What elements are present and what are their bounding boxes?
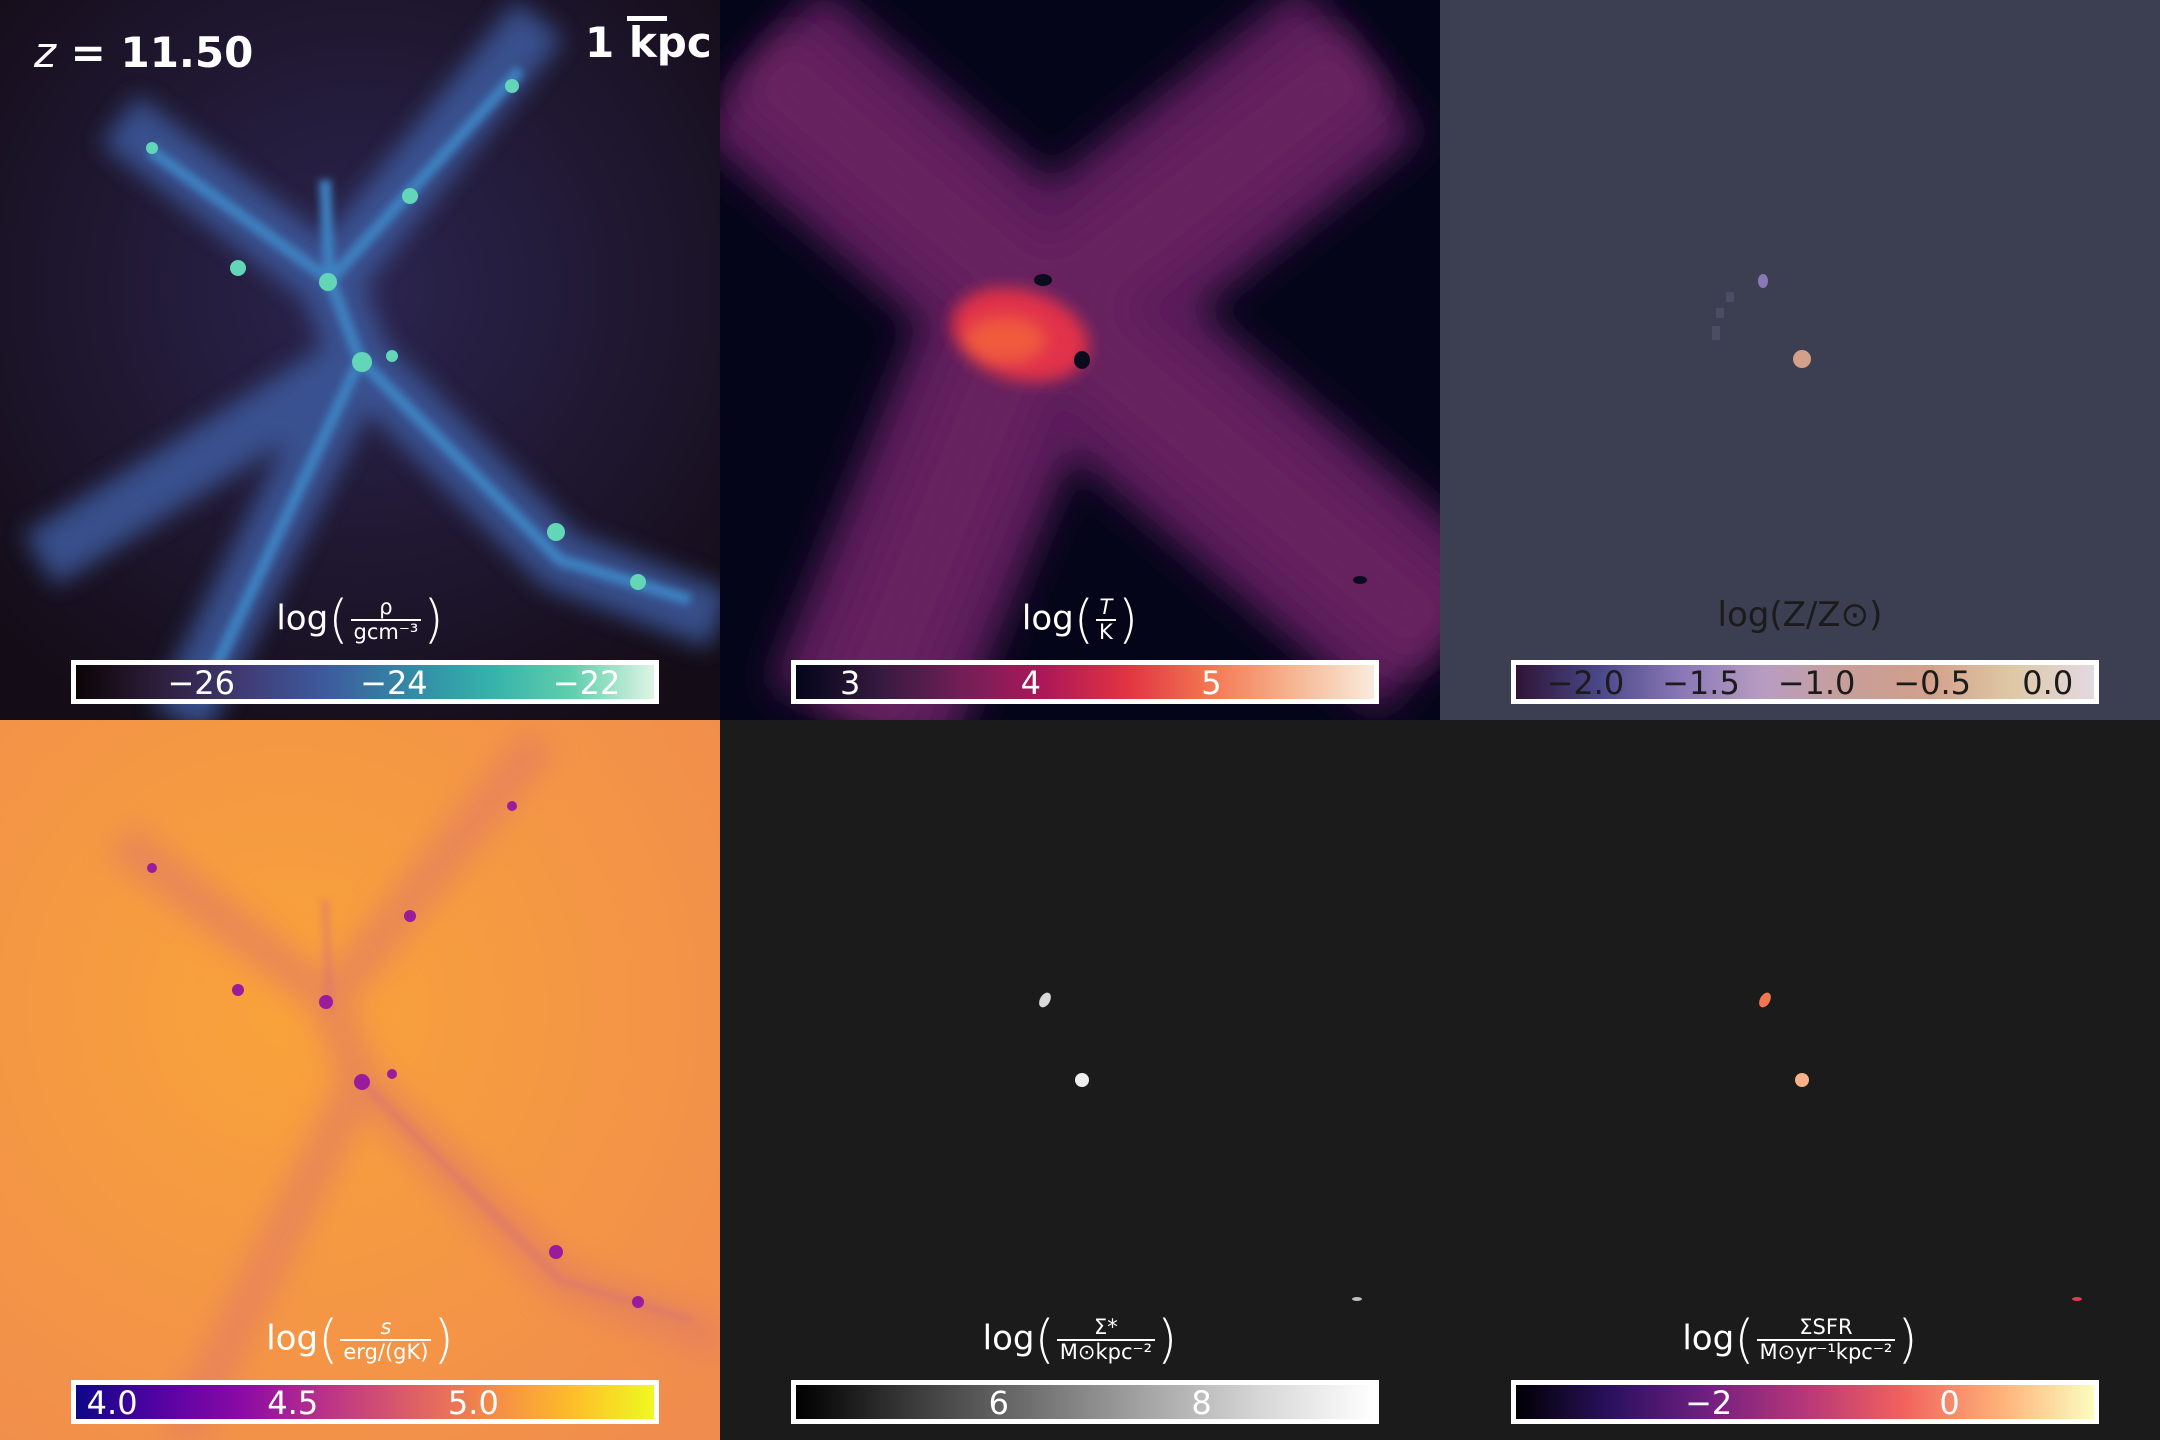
entropy-label-prefix: log (266, 1318, 319, 1359)
metallicity-tick: −0.5 (1893, 664, 1972, 702)
metallicity-colorbar-label: log(Z/Z⊙) (1717, 595, 1883, 635)
stellar-density-label-prefix: log (982, 1318, 1035, 1359)
metallicity-map (1440, 0, 2160, 720)
temperature-tick: 5 (1201, 664, 1222, 702)
entropy-label-num: s (340, 1315, 432, 1341)
density-colorbar: −26 −24 −22 (71, 660, 659, 704)
metallicity-tick: −2.0 (1546, 664, 1625, 702)
entropy-tick: 5.0 (447, 1384, 499, 1422)
metallicity-panel: log(Z/Z⊙) −2.0 −1.5 −1.0 −0.5 0.0 (1440, 0, 2160, 720)
entropy-panel: log(s erg/(gK)) 4.0 4.5 5.0 (0, 720, 720, 1440)
density-label-num: ρ (350, 595, 422, 621)
entropy-label-den: erg/(gK) (343, 1340, 429, 1364)
entropy-tick: 4.5 (267, 1384, 319, 1422)
stellar-density-panel: log(Σ* M⊙kpc⁻²) 6 8 (720, 720, 1440, 1440)
sfr-density-label-num: ΣSFR (1756, 1315, 1896, 1341)
density-label-den: gcm⁻³ (353, 620, 419, 644)
entropy-colorbar-label: log(s erg/(gK)) (266, 1310, 454, 1370)
density-tick: −26 (167, 664, 235, 702)
density-tick: −24 (360, 664, 428, 702)
temperature-tick: 4 (1020, 664, 1041, 702)
entropy-label-fraction: s erg/(gK) (340, 1315, 432, 1364)
entropy-colorbar: 4.0 4.5 5.0 (71, 1380, 659, 1424)
temperature-map (720, 0, 1440, 720)
sfr-density-colorbar-label: log(ΣSFR M⊙yr⁻¹kpc⁻²) (1682, 1310, 1918, 1370)
sfr-density-label-den: M⊙yr⁻¹kpc⁻² (1759, 1340, 1893, 1364)
sfr-density-colorbar: −2 0 (1511, 1380, 2099, 1424)
redshift-symbol: z (34, 28, 57, 77)
density-colorbar-label: log(ρ gcm⁻³) (276, 590, 444, 650)
entropy-tick: 4.0 (86, 1384, 138, 1422)
metallicity-tick: −1.5 (1662, 664, 1740, 702)
temperature-tick: 3 (840, 664, 861, 702)
temperature-label-prefix: log (1021, 598, 1074, 639)
temperature-label-num: T (1096, 595, 1116, 621)
density-tick: −22 (552, 664, 621, 702)
stellar-density-tick: 8 (1191, 1384, 1212, 1422)
sfr-density-tick: 0 (1939, 1384, 1960, 1422)
temperature-panel: log(T K) 3 4 5 (720, 0, 1440, 720)
sfr-density-map (1440, 720, 2160, 1440)
scale-bar-line (627, 16, 667, 21)
sfr-density-label-fraction: ΣSFR M⊙yr⁻¹kpc⁻² (1756, 1315, 1896, 1364)
sfr-density-tick: −2 (1685, 1384, 1733, 1422)
density-label-prefix: log (276, 598, 329, 639)
entropy-map (0, 720, 720, 1440)
metallicity-colorbar: −2.0 −1.5 −1.0 −0.5 0.0 (1511, 660, 2099, 704)
redshift-value: = 11.50 (70, 28, 254, 77)
metallicity-tick: 0.0 (2022, 664, 2074, 702)
scale-bar: 1 kpc (585, 16, 712, 67)
stellar-density-tick: 6 (988, 1384, 1009, 1422)
sfr-density-label-prefix: log (1682, 1318, 1735, 1359)
temperature-label-den: K (1099, 620, 1113, 644)
sfr-density-panel: log(ΣSFR M⊙yr⁻¹kpc⁻²) −2 0 (1440, 720, 2160, 1440)
stellar-density-colorbar: 6 8 (791, 1380, 1379, 1424)
temperature-colorbar-label: log(T K) (1021, 590, 1139, 650)
scale-bar-label: 1 kpc (585, 18, 712, 67)
density-panel: log(ρ gcm⁻³) −26 −24 −22 z = 11.50 1 kpc (0, 0, 720, 720)
redshift-label: z = 11.50 (34, 28, 253, 77)
stellar-density-label-fraction: Σ* M⊙kpc⁻² (1056, 1315, 1156, 1364)
density-map (0, 0, 720, 720)
stellar-density-colorbar-label: log(Σ* M⊙kpc⁻²) (982, 1310, 1178, 1370)
stellar-density-label-num: Σ* (1056, 1315, 1156, 1341)
metallicity-tick: −1.0 (1777, 664, 1856, 702)
temperature-colorbar: 3 4 5 (791, 660, 1379, 704)
stellar-density-map (720, 720, 1440, 1440)
density-label-fraction: ρ gcm⁻³ (350, 595, 422, 644)
stellar-density-label-den: M⊙kpc⁻² (1059, 1340, 1153, 1364)
